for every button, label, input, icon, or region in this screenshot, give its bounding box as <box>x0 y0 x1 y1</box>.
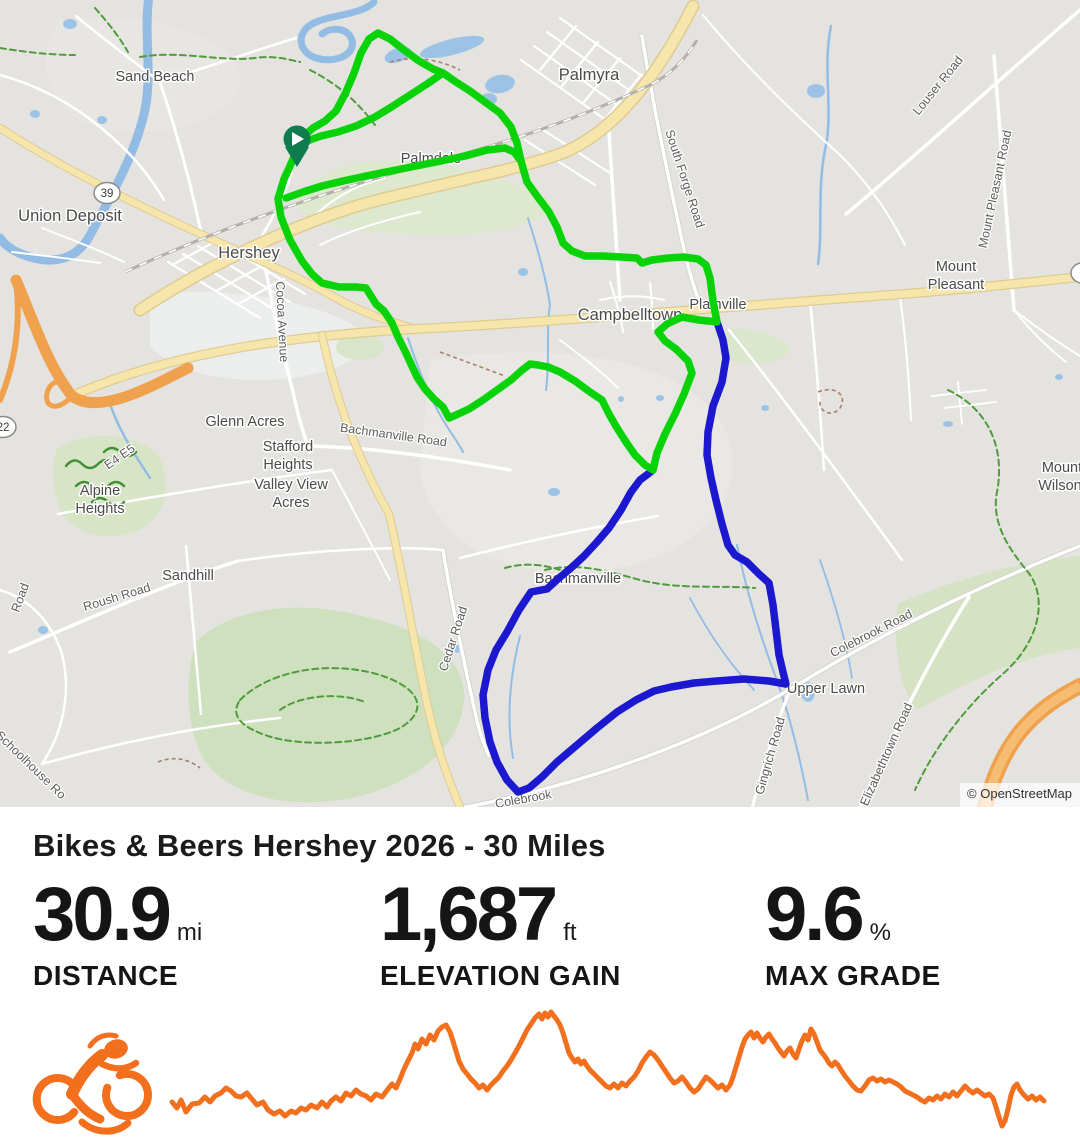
map-label: Road <box>9 581 32 614</box>
stat-elevation-gain: 1,687 ft ELEVATION GAIN <box>380 877 765 992</box>
distance-label: DISTANCE <box>33 960 179 991</box>
major-roads-layer <box>0 0 1080 807</box>
distance-value: 30.9 <box>33 872 172 957</box>
route-shield <box>1070 262 1080 284</box>
map-label: Cocoa Avenue <box>273 281 291 363</box>
svg-text:39: 39 <box>101 188 114 200</box>
route-shields: 39 22 <box>0 181 1080 439</box>
map-label: Heights <box>75 501 124 517</box>
map-label: Palmyra <box>559 66 620 84</box>
map-label: Glenn Acres <box>206 414 285 430</box>
map-label: Sandhill <box>162 568 214 584</box>
route-green-chord <box>303 69 447 145</box>
map-label: Elizabethtown Road <box>857 701 915 807</box>
minor-roads-layer <box>0 8 1080 807</box>
map-label: Heights <box>263 457 312 473</box>
map-label: Stafford <box>263 439 314 455</box>
elevation-line <box>169 1009 1047 1129</box>
map-label: Wilson <box>1038 478 1080 494</box>
route-blue-loop <box>479 318 790 796</box>
cyclist-logo-icon <box>32 1032 152 1135</box>
route-title: Bikes & Beers Hershey 2026 - 30 Miles <box>33 828 606 863</box>
svg-text:22: 22 <box>0 422 9 434</box>
route-shield: 22 <box>0 415 17 439</box>
osm-attribution[interactable]: © OpenStreetMap <box>960 783 1080 807</box>
map-label: Union Deposit <box>18 207 122 225</box>
distance-unit: mi <box>176 919 203 946</box>
route-green-lower <box>282 144 525 202</box>
map-label: Louser Road <box>910 53 966 117</box>
map-label: Alpine <box>80 483 120 499</box>
stat-max-grade: 9.6 % MAX GRADE <box>765 877 941 992</box>
route-map[interactable]: Sand Beach Union Deposit Hershey Palmdale Pa… <box>0 0 1080 807</box>
map-label: Pleasant <box>928 277 984 293</box>
map-label: Hershey <box>218 244 280 262</box>
stat-distance: 30.9 mi DISTANCE <box>33 877 380 992</box>
map-label: Campbelltown <box>578 306 683 324</box>
map-label: Gingrich Road <box>752 716 787 797</box>
start-marker-icon[interactable] <box>283 125 311 168</box>
grade-value: 9.6 <box>765 872 865 957</box>
grade-label: MAX GRADE <box>765 960 941 991</box>
map-label: Plainville <box>689 297 746 313</box>
stats-row: 30.9 mi DISTANCE 1,687 ft ELEVATION GAIN… <box>33 877 1047 992</box>
elevation-label: ELEVATION GAIN <box>380 960 621 991</box>
route-info: Bikes & Beers Hershey 2026 - 30 Miles 30… <box>0 828 1080 992</box>
map-label: Upper Lawn <box>787 681 865 697</box>
map-label: Acres <box>272 495 309 511</box>
elevation-unit: ft <box>563 919 577 946</box>
map-label: Valley View <box>254 477 328 493</box>
map-label: Sand Beach <box>115 69 194 85</box>
map-label: Mount <box>936 259 976 275</box>
route-layer <box>274 29 790 796</box>
route-shield: 39 <box>93 181 121 205</box>
route-green-loop <box>274 29 721 474</box>
elevation-value: 1,687 <box>380 872 558 957</box>
map-label: Mount <box>1042 460 1080 476</box>
grade-unit: % <box>869 919 891 946</box>
elevation-profile-chart <box>169 1009 1047 1129</box>
map-label: Schoolhouse Ro <box>0 728 69 802</box>
